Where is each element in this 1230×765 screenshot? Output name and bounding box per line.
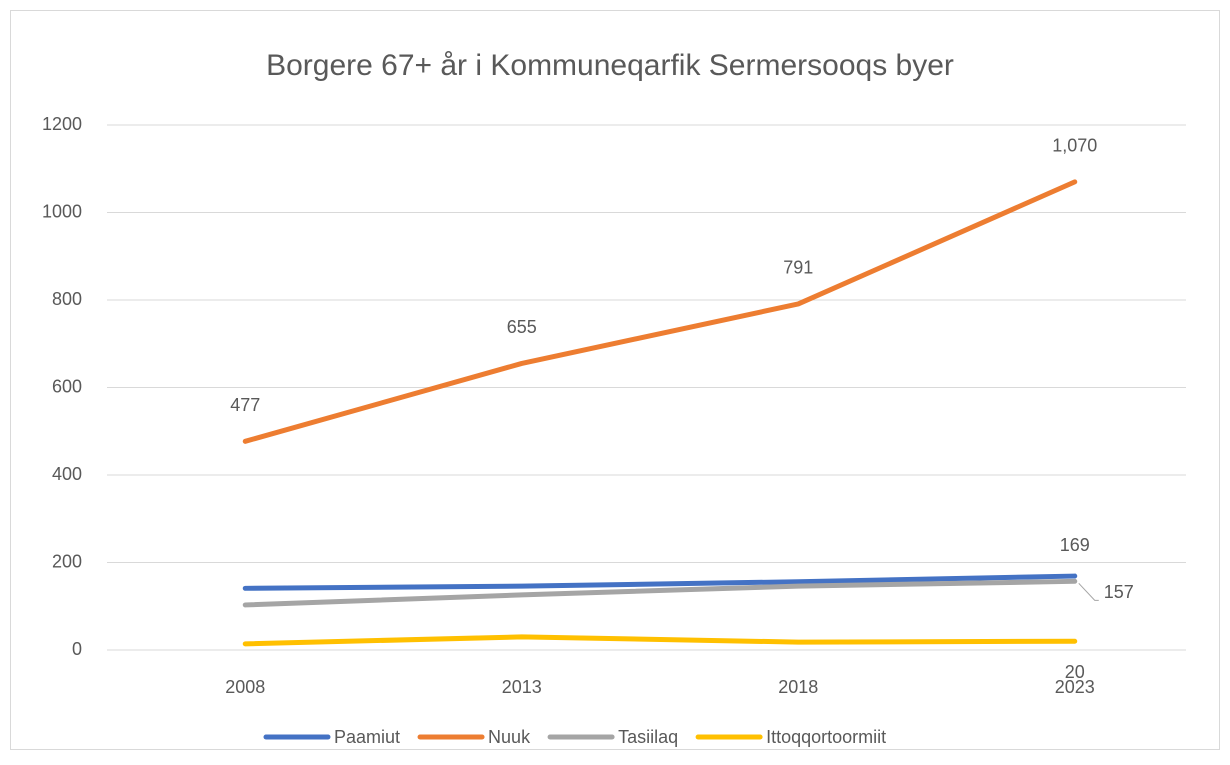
y-tick-label: 1000 bbox=[42, 201, 82, 221]
y-tick-label: 800 bbox=[52, 289, 82, 309]
data-label: 477 bbox=[230, 395, 260, 415]
x-tick-label: 2023 bbox=[1055, 677, 1095, 697]
chart-title: Borgere 67+ år i Kommuneqarfik Sermersoo… bbox=[266, 49, 954, 82]
y-tick-label: 200 bbox=[52, 551, 82, 571]
legend-label: Nuuk bbox=[488, 727, 531, 747]
series-line bbox=[242, 578, 1078, 608]
series-line bbox=[242, 573, 1078, 591]
y-tick-label: 600 bbox=[52, 376, 82, 396]
leader-line bbox=[1078, 582, 1099, 601]
data-label: 20 bbox=[1065, 662, 1085, 682]
x-tick-label: 2008 bbox=[225, 677, 265, 697]
y-tick-label: 0 bbox=[72, 639, 82, 659]
legend-label: Paamiut bbox=[334, 727, 400, 747]
y-tick-label: 400 bbox=[52, 464, 82, 484]
x-tick-label: 2018 bbox=[778, 677, 818, 697]
data-label: 169 bbox=[1060, 535, 1090, 555]
data-label: 1,070 bbox=[1052, 136, 1097, 156]
series-line bbox=[242, 179, 1078, 444]
data-label: 157 bbox=[1104, 582, 1134, 602]
chart-border bbox=[10, 10, 1220, 750]
legend-label: Ittoqqortoormiit bbox=[766, 727, 886, 747]
data-label: 791 bbox=[783, 258, 813, 278]
series-line bbox=[242, 634, 1078, 647]
legend-label: Tasiilaq bbox=[618, 727, 678, 747]
data-label: 655 bbox=[507, 317, 537, 337]
y-tick-label: 1200 bbox=[42, 114, 82, 134]
x-tick-label: 2013 bbox=[502, 677, 542, 697]
